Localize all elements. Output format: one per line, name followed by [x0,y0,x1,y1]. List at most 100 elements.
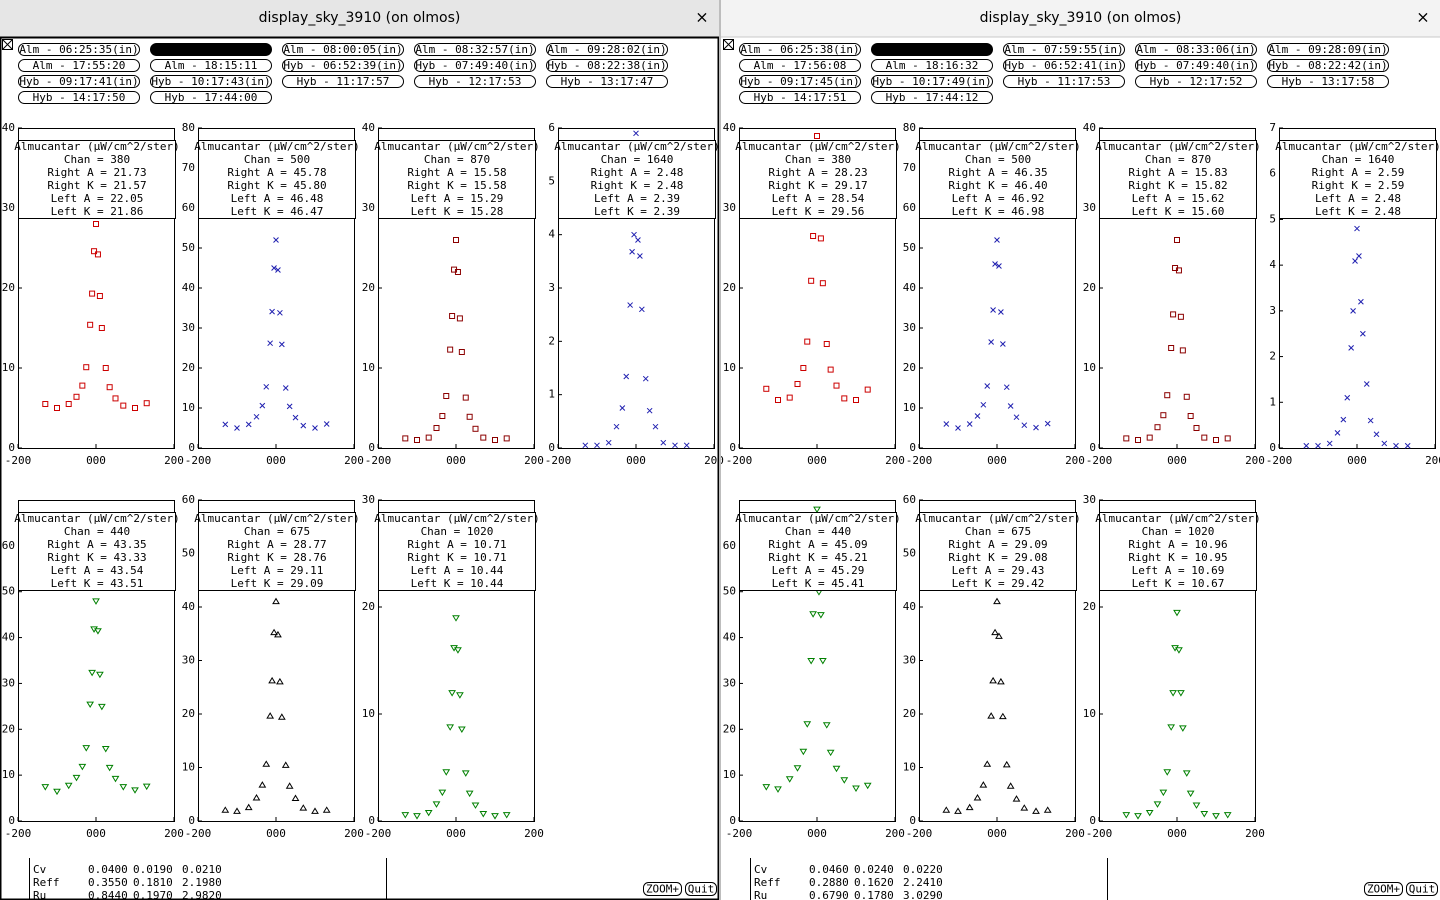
time-button-label[interactable]: Hyb - 12:17:52 [1150,75,1243,88]
time-button-label[interactable]: Alm - 17:55:20 [33,59,126,72]
time-button[interactable] [739,59,861,72]
time-button-label[interactable]: Hyb - 10:17:49(in) [872,75,991,88]
time-button[interactable] [739,91,861,104]
time-button-label[interactable]: Alm - 07:03:03(in) [151,43,270,56]
time-button[interactable] [1135,43,1257,56]
time-button-label[interactable]: Alm - 08:33:06(in) [1136,43,1255,56]
time-button-label[interactable]: Hyb - 14:17:50 [33,91,126,104]
data-point [271,265,277,271]
time-button-label[interactable]: Alm - 17:56:08 [754,59,847,72]
time-button-label[interactable]: Hyb - 13:17:47 [561,75,654,88]
close-button[interactable]: × [695,8,708,27]
data-point [447,346,454,353]
data-point [984,383,991,389]
time-button-label[interactable]: Hyb - 11:17:57 [297,75,390,88]
control-button[interactable] [685,882,717,896]
time-button-label[interactable]: Hyb - 14:17:51 [754,91,847,104]
time-button[interactable] [546,75,668,88]
time-button[interactable] [546,59,668,72]
control-button-label[interactable]: ZOOM+ [646,883,679,896]
time-button[interactable] [18,59,140,72]
time-button[interactable] [871,59,993,72]
legend-line: Right A = 45.09 [768,538,867,551]
time-button-label[interactable]: Hyb - 17:44:12 [886,91,979,104]
legend-box [919,512,1077,591]
legend-line: Right K = 10.71 [407,551,506,564]
time-button-label[interactable]: Hyb - 08:22:38(in) [547,59,666,72]
control-button-label[interactable]: ZOOM+ [1367,883,1400,896]
time-button[interactable] [282,75,404,88]
time-button[interactable] [739,75,861,88]
time-button[interactable] [414,43,536,56]
time-button[interactable] [1135,75,1257,88]
time-button-label[interactable]: Alm - 18:16:32 [886,59,979,72]
time-button-label[interactable]: Hyb - 17:44:00 [165,91,258,104]
time-button[interactable] [150,75,272,88]
time-button-label[interactable]: Hyb - 10:17:43(in) [151,75,270,88]
y-tick-label: 30 [362,493,375,506]
plot-frame [1279,128,1436,449]
time-button-label[interactable]: Alm - 06:25:35(in) [19,43,138,56]
time-button-label[interactable]: Hyb - 12:17:53 [429,75,522,88]
time-button[interactable] [150,43,272,56]
time-button[interactable] [150,59,272,72]
time-button-label[interactable]: Alm - 18:15:11 [165,59,258,72]
x-tick-label: 000 [1167,827,1187,840]
y-tick-label: 20 [2,722,15,735]
legend-line: Almucantar (µW/cm^2/ster) [194,140,360,153]
time-button[interactable] [871,91,993,104]
time-button-label[interactable]: Alm - 07:59:55(in) [1004,43,1123,56]
time-button[interactable] [871,75,993,88]
data-point [221,806,230,813]
time-button[interactable] [1267,75,1389,88]
time-button-label[interactable]: Hyb - 07:49:40(in) [415,59,534,72]
legend-line: Right A = 15.58 [407,166,506,179]
time-button-label[interactable]: Hyb - 06:52:39(in) [283,59,402,72]
time-button-label[interactable]: Hyb - 09:17:41(in) [19,75,138,88]
time-button[interactable] [282,59,404,72]
x-tick-label: -200 [5,827,32,840]
legend-line: Right A = 46.35 [948,166,1047,179]
control-button-label[interactable]: Quit [688,883,715,896]
time-button[interactable] [1003,59,1125,72]
time-button-label[interactable]: Hyb - 07:49:40(in) [1136,59,1255,72]
time-button[interactable] [1003,75,1125,88]
time-button[interactable] [414,59,536,72]
time-button[interactable] [18,43,140,56]
data-point [282,385,289,391]
time-button-label[interactable]: Alm - 06:25:38(in) [740,43,859,56]
time-button[interactable] [18,91,140,104]
data-point [270,628,278,636]
time-button-label[interactable]: Hyb - 08:22:42(in) [1268,59,1387,72]
time-button[interactable] [414,75,536,88]
time-button[interactable] [546,43,668,56]
time-button-label[interactable]: Alm - 07:02:55(in) [872,43,991,56]
time-button[interactable] [1003,43,1125,56]
close-button[interactable]: × [1416,8,1429,27]
time-button-label[interactable]: Alm - 08:00:05(in) [283,43,402,56]
time-button[interactable] [1267,43,1389,56]
time-button[interactable] [1267,59,1389,72]
time-button[interactable] [739,43,861,56]
time-button-label[interactable]: Alm - 08:32:57(in) [415,43,534,56]
control-button[interactable] [643,882,682,896]
control-button[interactable] [1406,882,1438,896]
time-button-label[interactable]: Alm - 09:28:02(in) [547,43,666,56]
time-button[interactable] [1135,59,1257,72]
time-button-label[interactable]: Hyb - 13:17:58 [1282,75,1375,88]
control-button-label[interactable]: Quit [1409,883,1436,896]
time-button[interactable] [18,75,140,88]
legend-line: Left K = 46.47 [231,205,324,218]
time-button[interactable] [871,43,993,56]
stats-cell: 0.0400 [88,863,128,876]
time-button[interactable] [282,43,404,56]
data-point [54,405,60,411]
time-button-label[interactable]: Hyb - 09:17:45(in) [740,75,859,88]
control-button[interactable] [1364,882,1403,896]
time-button-label[interactable]: Alm - 09:28:09(in) [1268,43,1387,56]
time-button-label[interactable]: Hyb - 06:52:41(in) [1004,59,1123,72]
data-point [991,628,999,636]
time-button-label[interactable]: Hyb - 11:17:53 [1018,75,1111,88]
time-button[interactable] [150,91,272,104]
data-point [637,253,643,259]
